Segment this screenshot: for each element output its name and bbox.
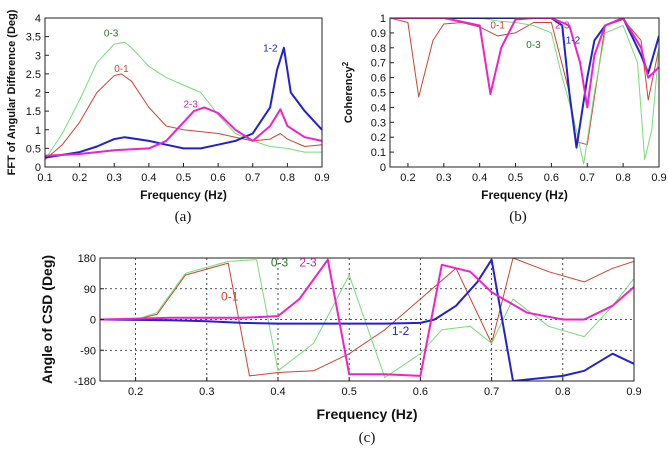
x-tick-label: 0.3: [436, 172, 451, 184]
series-annotation-2-3: 2-3: [555, 20, 570, 31]
x-tick-label: 0.5: [508, 172, 523, 184]
y-tick-label: 2.5: [26, 69, 41, 81]
series-annotation-0-1: 0-1: [221, 290, 239, 304]
y-tick-label: 0.6: [371, 73, 386, 85]
series-line-2-3: [45, 106, 322, 157]
x-tick-label: 0.2: [72, 172, 87, 184]
panel-caption: (c): [359, 430, 376, 446]
series-line-0-1: [100, 258, 634, 377]
x-tick-label: 0.7: [580, 172, 595, 184]
x-tick-label: 0.6: [413, 386, 428, 398]
y-axis-label-superscript: 2: [341, 61, 350, 66]
x-tick-label: 0.5: [176, 172, 191, 184]
x-tick-label: 0.8: [280, 172, 295, 184]
series-line-2-3: [390, 18, 659, 109]
series-annotation-0-3: 0-3: [271, 256, 289, 270]
series-line-0-3: [100, 259, 634, 379]
x-tick-label: 0.2: [400, 172, 415, 184]
series-annotation-1-2: 1-2: [392, 324, 410, 338]
y-tick-label: 0.5: [26, 143, 41, 155]
y-tick-label: -90: [80, 345, 96, 357]
series-line-2-3: [100, 258, 634, 377]
y-tick-label: 90: [84, 284, 96, 296]
y-tick-label: 0.4: [371, 102, 386, 114]
x-tick-label: 0.2: [128, 386, 143, 398]
y-tick-label: 3.5: [26, 32, 41, 44]
x-tick-label: 0.4: [141, 172, 156, 184]
x-axis-label: Frequency (Hz): [481, 188, 568, 202]
series-line-0-3: [390, 18, 659, 165]
x-tick-label: 0.4: [270, 386, 285, 398]
series-annotation-2-3: 2-3: [299, 256, 317, 270]
series-annotation-0-1: 0-1: [490, 20, 505, 31]
y-tick-label: 0: [90, 315, 96, 327]
y-tick-label: 0.8: [371, 43, 386, 55]
y-tick-label: 1: [380, 13, 386, 25]
series-line-1-2: [390, 18, 659, 149]
x-tick-label: 0.3: [107, 172, 122, 184]
series-line-0-1: [45, 73, 322, 160]
x-tick-label: 0.6: [210, 172, 225, 184]
series-annotation-0-1: 0-1: [114, 64, 129, 75]
x-tick-label: 0.9: [626, 386, 641, 398]
series-line-1-2: [100, 258, 634, 381]
y-axis-label: Angle of CSD (Deg): [39, 255, 55, 384]
y-tick-label: 0.9: [371, 28, 386, 40]
panel-caption: (b): [509, 209, 527, 225]
x-axis-label: Frequency (Hz): [140, 188, 227, 202]
y-tick-label: 1: [35, 125, 41, 137]
x-tick-label: 0.9: [651, 172, 666, 184]
plot-frame: [389, 17, 660, 168]
series-annotation-0-3: 0-3: [526, 40, 541, 51]
x-tick-label: 0.8: [615, 172, 630, 184]
series-annotation-1-2: 1-2: [566, 35, 581, 46]
y-tick-label: 0.1: [371, 147, 386, 159]
x-tick-label: 0.7: [245, 172, 260, 184]
y-tick-label: 4: [35, 13, 41, 25]
plot-frame: [44, 17, 323, 168]
x-tick-label: 0.1: [37, 172, 52, 184]
y-tick-label: 1.5: [26, 106, 41, 118]
y-tick-label: 0.2: [371, 132, 386, 144]
y-tick-label: 3: [35, 50, 41, 62]
x-axis-label: Frequency (Hz): [316, 406, 417, 422]
y-tick-label: 0.5: [371, 88, 386, 100]
x-tick-label: 0.3: [199, 386, 214, 398]
y-tick-label: 0: [35, 162, 41, 174]
y-axis-label: FFT of Angular Difference (Deg): [6, 9, 18, 175]
y-tick-label: 0.7: [371, 58, 386, 70]
series-annotation-0-3: 0-3: [104, 29, 119, 40]
y-tick-label: 0: [380, 162, 386, 174]
series-line-0-1: [390, 18, 659, 146]
x-tick-label: 0.4: [472, 172, 487, 184]
y-tick-label: 0.3: [371, 117, 386, 129]
y-tick-label: -180: [74, 376, 96, 388]
panel-caption: (a): [175, 209, 192, 225]
series-annotation-2-3: 2-3: [184, 99, 199, 110]
series-line-0-3: [45, 41, 322, 160]
x-tick-label: 0.8: [555, 386, 570, 398]
x-tick-label: 0.5: [342, 386, 357, 398]
y-tick-label: 2: [35, 88, 41, 100]
series-annotation-1-2: 1-2: [263, 44, 278, 55]
series-line-1-2: [45, 46, 322, 159]
x-tick-label: 0.7: [484, 386, 499, 398]
x-tick-label: 0.9: [314, 172, 329, 184]
x-tick-label: 0.6: [544, 172, 559, 184]
y-tick-label: 180: [78, 253, 96, 265]
y-axis-label: Coherency2: [341, 61, 356, 123]
